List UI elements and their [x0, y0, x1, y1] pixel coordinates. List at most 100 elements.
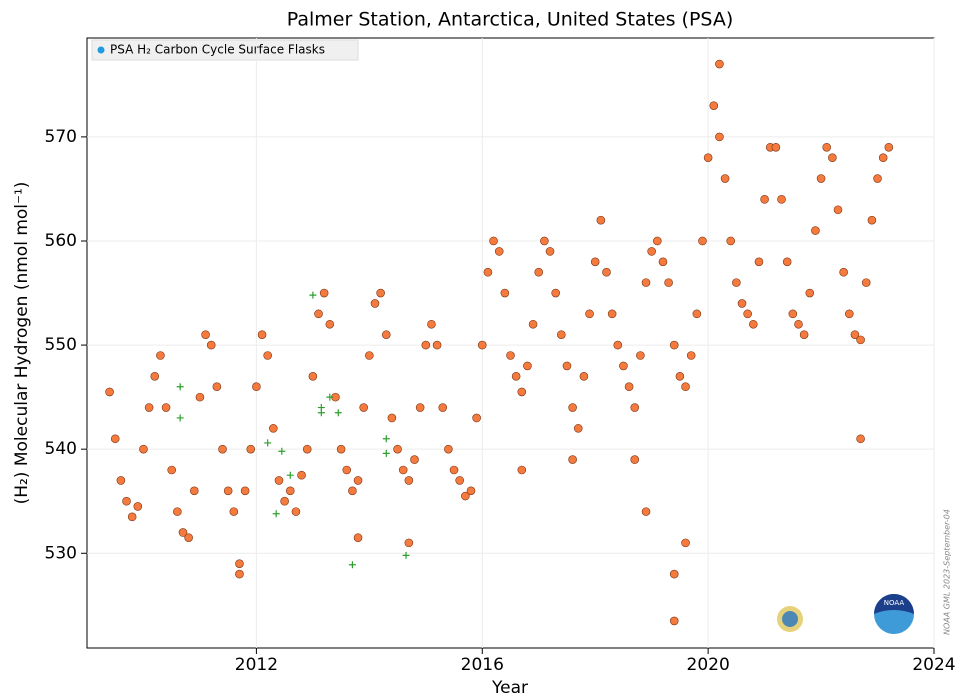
point [381, 330, 391, 339]
point [110, 434, 120, 444]
point [636, 351, 645, 360]
point [844, 309, 854, 319]
point [551, 288, 560, 298]
point [534, 267, 544, 277]
point [449, 465, 459, 475]
point [302, 444, 312, 454]
point [285, 486, 295, 496]
point [342, 465, 352, 475]
point [257, 330, 267, 339]
point [370, 299, 380, 308]
point [528, 319, 538, 329]
point [726, 236, 736, 246]
point [365, 351, 374, 360]
point [291, 507, 301, 516]
point [235, 569, 244, 579]
point [127, 512, 137, 522]
point [144, 403, 154, 412]
point [754, 257, 764, 267]
point [562, 361, 572, 371]
point [675, 372, 685, 381]
point [314, 309, 323, 319]
point [348, 486, 357, 496]
legend-label: PSA H₂ Carbon Cycle Surface Flasks [110, 43, 325, 57]
point [867, 215, 877, 225]
point [681, 382, 690, 392]
point [178, 528, 188, 537]
point [653, 236, 662, 246]
point [150, 372, 160, 381]
grid [87, 38, 935, 648]
x-tick-label: 2012 [235, 655, 278, 675]
x-axis-label: Year [491, 678, 528, 696]
point [167, 465, 176, 475]
point [263, 351, 272, 360]
point [715, 59, 724, 69]
point [415, 403, 425, 412]
point [116, 476, 126, 485]
point [799, 330, 809, 339]
point [720, 174, 730, 183]
point [816, 174, 826, 183]
chart-title: Palmer Station, Antarctica, United State… [287, 9, 733, 31]
point [523, 361, 532, 371]
point [466, 486, 476, 496]
point [246, 444, 256, 454]
point [201, 330, 210, 339]
point [212, 382, 222, 392]
logo-noaa: NOAA [874, 594, 914, 634]
point [176, 383, 184, 391]
point [873, 174, 882, 183]
point [387, 413, 397, 423]
point [573, 424, 583, 433]
point [777, 195, 786, 204]
point [334, 409, 342, 417]
point [686, 351, 696, 360]
point [472, 413, 481, 423]
annotation: NOAA GML 2023-September-04 [943, 509, 952, 635]
point [794, 319, 803, 329]
point [252, 382, 261, 392]
point [139, 444, 148, 454]
point [596, 215, 606, 225]
point [308, 372, 318, 381]
point [176, 414, 184, 422]
point [664, 278, 673, 287]
point [760, 195, 769, 204]
point [517, 387, 527, 397]
point [348, 561, 356, 569]
point [692, 309, 702, 319]
point [189, 486, 199, 496]
point [274, 476, 284, 485]
point [619, 361, 628, 371]
point [811, 226, 820, 235]
legend-box [91, 39, 359, 61]
point [235, 559, 244, 568]
point [477, 340, 487, 350]
point [286, 471, 294, 479]
point [658, 257, 668, 267]
point [669, 569, 679, 579]
point [630, 403, 640, 412]
point [105, 387, 114, 397]
point [218, 444, 227, 454]
y-tick-label: 550 [45, 335, 77, 355]
point [669, 340, 679, 350]
point [545, 247, 555, 256]
point [494, 247, 504, 256]
point [444, 444, 453, 454]
point [427, 319, 436, 329]
point [579, 372, 589, 381]
point [709, 101, 719, 110]
point [317, 409, 325, 417]
y-tick-label: 560 [45, 231, 77, 251]
point [681, 538, 690, 548]
point [206, 340, 216, 350]
point [432, 340, 442, 350]
point [805, 288, 815, 298]
point [568, 455, 577, 464]
point [782, 257, 792, 267]
point [856, 335, 865, 345]
point [393, 444, 402, 454]
